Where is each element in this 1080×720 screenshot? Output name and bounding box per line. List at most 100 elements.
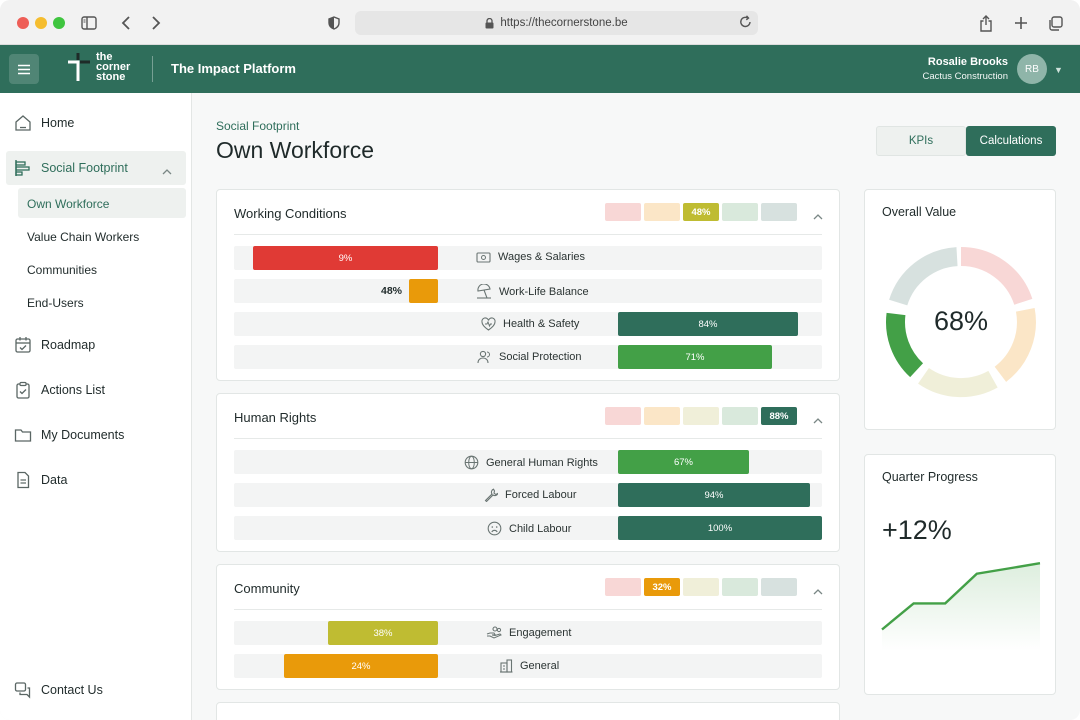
indicator-row[interactable]: 24% General — [234, 654, 822, 678]
indicator-label: Wages & Salaries — [476, 251, 585, 263]
indicator-label: Forced Labour — [484, 488, 577, 502]
back-icon[interactable] — [116, 13, 136, 33]
indicator-row[interactable]: Child Labour 100% — [234, 516, 822, 540]
home-icon — [15, 115, 31, 131]
cornerstone-mark-icon — [68, 53, 90, 81]
bars-chart-icon — [15, 160, 30, 176]
sidebar-item-home[interactable]: Home — [14, 114, 74, 132]
browser-toolbar: https://thecornerstone.be — [0, 0, 1080, 45]
sidebar-item-label: My Documents — [41, 428, 125, 442]
indicator-label-text: Work-Life Balance — [499, 285, 589, 298]
donut-segment — [889, 247, 958, 306]
sidebar-item-label: Actions List — [41, 383, 105, 397]
collapse-chevron-icon[interactable] — [813, 582, 823, 600]
share-icon[interactable] — [976, 13, 996, 33]
indicator-row[interactable]: 38% Engagement — [234, 621, 822, 645]
divider — [234, 234, 822, 235]
collapse-chevron-icon[interactable] — [813, 207, 823, 225]
reload-icon[interactable] — [739, 15, 752, 32]
menu-button[interactable] — [9, 54, 39, 84]
score-chip — [644, 407, 680, 425]
indicator-label: General — [499, 659, 559, 673]
indicator-row[interactable]: Social Protection 71% — [234, 345, 822, 369]
indicator-row[interactable]: Forced Labour 94% — [234, 483, 822, 507]
submenu-item-end-users[interactable]: End-Users — [27, 296, 84, 310]
url-text: https://thecornerstone.be — [500, 17, 628, 29]
breadcrumb[interactable]: Social Footprint — [216, 119, 300, 133]
donut-segment — [994, 308, 1036, 382]
indicator-label: General Human Rights — [464, 455, 598, 470]
indicator-label: Child Labour — [487, 521, 571, 536]
user-name: Rosalie Brooks — [927, 56, 1008, 68]
indicator-label-text: Wages & Salaries — [498, 251, 586, 263]
quarter-progress-value: +12% — [882, 515, 952, 545]
score-chip — [722, 578, 758, 596]
tab-overview-icon[interactable] — [1045, 13, 1065, 33]
address-bar[interactable]: https://thecornerstone.be — [355, 11, 758, 35]
sidebar-item-social-footprint[interactable]: Social Footprint — [14, 159, 128, 177]
collapse-chevron-icon[interactable] — [162, 162, 172, 180]
score-chip — [761, 203, 797, 221]
indicator-row[interactable]: 9% Wages & Salaries — [234, 246, 822, 270]
kpis-toggle-button[interactable]: KPIs — [876, 126, 966, 156]
sidebar-item-roadmap[interactable]: Roadmap — [14, 336, 95, 354]
sidebar-item-contact-us[interactable]: Contact Us — [14, 681, 103, 699]
lock-icon — [485, 17, 494, 29]
heart-shield-icon — [481, 317, 496, 331]
sidebar-item-label: Social Footprint — [41, 161, 128, 175]
document-icon — [17, 471, 30, 489]
sidebar-item-label: Contact Us — [41, 683, 103, 697]
wrench-icon — [484, 488, 498, 502]
new-tab-icon[interactable] — [1011, 13, 1031, 33]
score-chip — [605, 578, 641, 596]
user-menu-caret-icon[interactable]: ▼ — [1054, 65, 1063, 75]
score-chip — [644, 203, 680, 221]
indicator-label: Engagement — [486, 626, 571, 640]
sidebar-item-actions-list[interactable]: Actions List — [14, 381, 105, 399]
community-card: Community 32% 38% Engagement 24% General — [216, 564, 840, 690]
indicator-label: Health & Safety — [481, 317, 579, 331]
calculations-toggle-button[interactable]: Calculations — [966, 126, 1056, 156]
avatar[interactable]: RB — [1017, 54, 1047, 84]
platform-title: The Impact Platform — [171, 61, 296, 76]
hamburger-icon — [18, 64, 30, 74]
submenu-item-communities[interactable]: Communities — [27, 263, 98, 277]
indicator-row[interactable]: 48% Work-Life Balance — [234, 279, 822, 303]
sidebar-item-data[interactable]: Data — [14, 471, 67, 489]
submenu-item-own-workforce[interactable]: Own Workforce — [27, 197, 110, 211]
human-rights-card: Human Rights 88% General Human Rights 67… — [216, 393, 840, 552]
trend-line — [881, 562, 1041, 631]
indicator-label-text: Engagement — [509, 627, 572, 639]
score-chip — [683, 578, 719, 596]
card-title: Community — [234, 581, 300, 596]
user-company: Cactus Construction — [922, 71, 1008, 82]
maximize-window-button[interactable] — [53, 17, 65, 29]
score-chip — [605, 407, 641, 425]
indicator-row[interactable]: General Human Rights 67% — [234, 450, 822, 474]
working-conditions-card: Working Conditions 48% 9% Wages & Salari… — [216, 189, 840, 381]
cornerstone-logo[interactable]: the corner stone — [66, 51, 130, 83]
privacy-shield-icon[interactable] — [324, 13, 344, 33]
quarter-progress-card: Quarter Progress +12% — [864, 454, 1056, 695]
sidebar-toggle-icon[interactable] — [79, 13, 99, 33]
submenu-item-value-chain-workers[interactable]: Value Chain Workers — [27, 230, 140, 244]
logo-word: the — [96, 51, 113, 63]
score-chip — [722, 203, 758, 221]
user-info[interactable]: Rosalie Brooks Cactus Construction — [922, 56, 1008, 82]
people-icon — [477, 350, 490, 364]
card-title: Overall Value — [882, 205, 957, 219]
sidebar-active-highlight — [6, 151, 186, 185]
hand-people-icon — [486, 626, 502, 639]
close-window-button[interactable] — [17, 17, 29, 29]
positive-bar: 84% — [618, 312, 798, 336]
collapse-chevron-icon[interactable] — [813, 411, 823, 429]
card-title: Working Conditions — [234, 206, 347, 221]
sidebar-item-label: Roadmap — [41, 338, 96, 352]
score-chip — [683, 407, 719, 425]
submenu-active-highlight — [18, 188, 186, 218]
sidebar-item-my-documents[interactable]: My Documents — [14, 426, 124, 444]
minimize-window-button[interactable] — [35, 17, 47, 29]
indicator-label: Work-Life Balance — [476, 284, 589, 299]
forward-icon[interactable] — [146, 13, 166, 33]
indicator-row[interactable]: Health & Safety 84% — [234, 312, 822, 336]
